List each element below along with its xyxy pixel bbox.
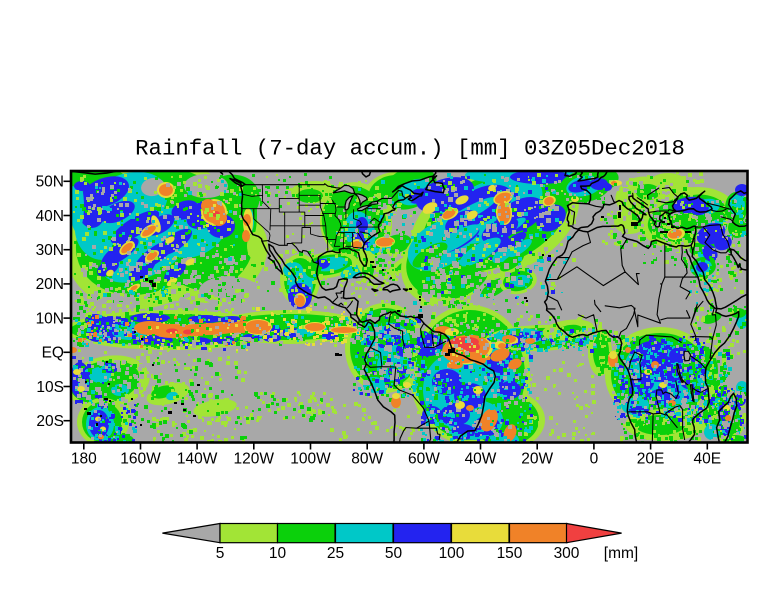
svg-text:[mm]: [mm]: [604, 545, 638, 562]
svg-text:80W: 80W: [351, 451, 383, 468]
svg-text:50: 50: [385, 545, 403, 562]
svg-text:10S: 10S: [36, 379, 64, 396]
svg-text:40E: 40E: [694, 451, 722, 468]
svg-text:Rainfall (7-day accum.) [mm] 0: Rainfall (7-day accum.) [mm] 03Z05Dec201…: [135, 136, 685, 162]
svg-text:100W: 100W: [290, 451, 331, 468]
svg-text:60W: 60W: [408, 451, 440, 468]
svg-text:20S: 20S: [36, 413, 64, 430]
svg-text:10: 10: [269, 545, 287, 562]
svg-text:20E: 20E: [637, 451, 665, 468]
svg-text:0: 0: [590, 451, 599, 468]
svg-text:40W: 40W: [465, 451, 497, 468]
svg-text:180: 180: [71, 451, 97, 468]
svg-text:160W: 160W: [120, 451, 161, 468]
svg-text:20N: 20N: [36, 276, 64, 293]
svg-text:50N: 50N: [36, 174, 64, 191]
svg-text:30N: 30N: [36, 242, 64, 259]
svg-text:100: 100: [439, 545, 465, 562]
svg-text:300: 300: [554, 545, 580, 562]
svg-text:EQ: EQ: [42, 345, 64, 362]
svg-text:5: 5: [216, 545, 225, 562]
svg-text:20W: 20W: [521, 451, 553, 468]
svg-text:10N: 10N: [36, 310, 64, 327]
svg-text:40N: 40N: [36, 208, 64, 225]
svg-text:120W: 120W: [234, 451, 275, 468]
svg-text:25: 25: [327, 545, 344, 562]
svg-text:150: 150: [497, 545, 523, 562]
svg-text:140W: 140W: [177, 451, 218, 468]
